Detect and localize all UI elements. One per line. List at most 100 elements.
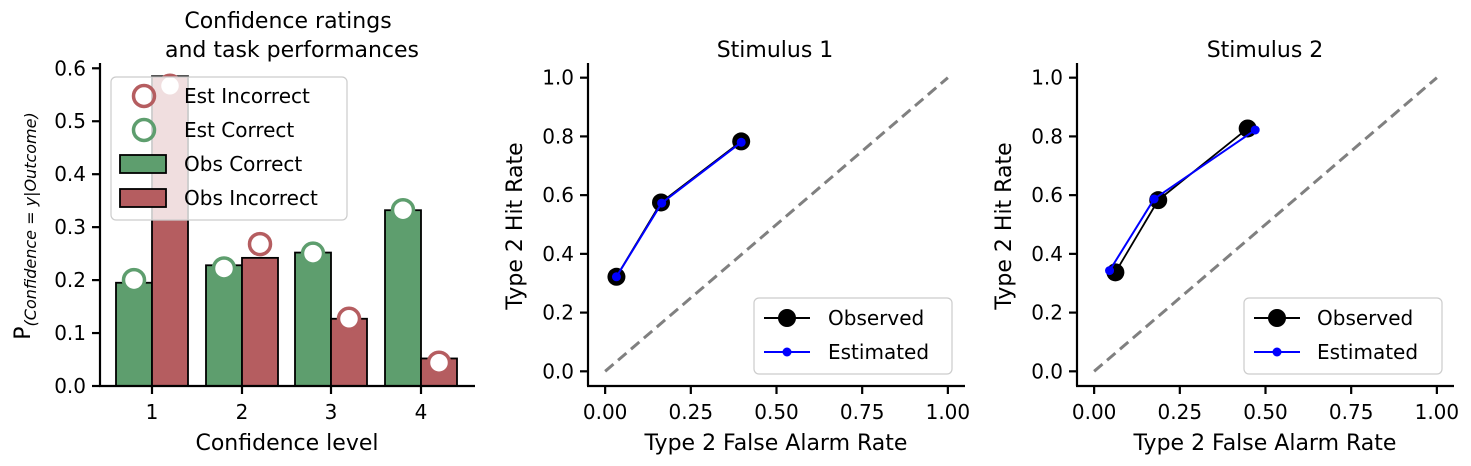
y-tick-label: 0.3 (54, 215, 86, 239)
series-line-estimated (1108, 129, 1256, 272)
legend-marker-estimated (1272, 347, 1282, 357)
x-tick-label: 2 (236, 400, 249, 424)
legend-marker-observed (1268, 309, 1286, 327)
legend-label-est-correct: Est Correct (184, 118, 294, 142)
y-tick-label: 0.5 (54, 109, 86, 133)
y-axis-label-prefix: P (11, 326, 36, 339)
y-tick-label: 0.0 (54, 374, 86, 398)
legend-label-estimated: Estimated (828, 340, 929, 364)
marker-est-incorrect (336, 306, 362, 332)
legend: Observed Estimated (753, 297, 953, 375)
y-tick-label: 0.4 (54, 162, 86, 186)
chart-title: Stimulus 2 (1207, 38, 1324, 63)
series-group (1105, 119, 1260, 282)
y-tick-label: 0.6 (1031, 183, 1063, 207)
legend-label-obs-correct: Obs Correct (184, 152, 302, 176)
chance-diagonal (604, 76, 949, 373)
point-estimated (611, 272, 621, 282)
x-tick-label: 0.25 (1158, 400, 1203, 424)
y-tick-label: 0.8 (542, 124, 574, 148)
x-tick-label: 0.50 (754, 400, 799, 424)
x-tick-label: 0.50 (1243, 400, 1288, 424)
stimulus2-roc-chart: Stimulus 2 0.00.20.40.60.81.0 0.00 0.25 0.… (992, 38, 1459, 456)
legend-frame (110, 76, 348, 221)
y-axis-label-subscript: (Confidence = y|Outcome) (21, 112, 40, 326)
y-tick-label: 0.4 (1031, 242, 1063, 266)
point-estimated (657, 198, 667, 208)
legend-swatch-obs-incorrect (119, 188, 167, 208)
x-tick-label: 4 (415, 400, 428, 424)
y-tick-label: 0.2 (542, 301, 574, 325)
chart-title-line1: Confidence ratings (184, 9, 391, 34)
legend-label-observed: Observed (828, 306, 924, 330)
y-tick-label: 1.0 (542, 66, 574, 90)
marker-est-correct (121, 267, 147, 293)
bar-obs-correct (205, 264, 243, 387)
y-ticks: 0.0 0.1 0.2 0.3 0.4 0.5 0.6 (54, 56, 100, 398)
point-estimated (1149, 194, 1159, 204)
x-axis-label: Type 2 False Alarm Rate (1133, 431, 1397, 456)
legend-label-est-incorrect: Est Incorrect (184, 84, 310, 108)
marker-est-correct (300, 241, 326, 266)
legend-marker-estimated (782, 347, 792, 357)
series-line-observed (615, 140, 742, 278)
marker-group (121, 73, 452, 375)
bar-obs-correct (294, 251, 332, 387)
x-axis-label: Confidence level (195, 431, 378, 456)
legend: Est Incorrect Est Correct Obs Correct Ob… (110, 76, 348, 221)
marker-est-correct (390, 197, 416, 223)
y-tick-label: 0.4 (542, 242, 574, 266)
bar-obs-incorrect (241, 256, 279, 387)
x-tick-label: 1 (146, 400, 159, 424)
marker-est-correct (211, 256, 237, 281)
y-tick-label: 0.0 (1031, 359, 1063, 383)
x-ticks: 0.00 0.25 0.50 0.75 1.00 (1072, 386, 1459, 424)
y-tick-label: 0.8 (1031, 124, 1063, 148)
x-ticks: 1 2 3 4 (146, 386, 428, 424)
legend-label-obs-incorrect: Obs Incorrect (184, 186, 318, 210)
y-axis-label: P(Confidence = y|Outcome) (11, 112, 40, 339)
legend-label-estimated: Estimated (1317, 340, 1418, 364)
y-tick-label: 0.0 (542, 359, 574, 383)
legend-marker-est-incorrect (131, 83, 157, 109)
stimulus1-roc-chart: Stimulus 1 0.00.20.40.60.81.0 0.00 0.25 0.… (503, 38, 970, 456)
x-tick-label: 1.00 (1415, 400, 1460, 424)
x-tick-label: 0.25 (669, 400, 714, 424)
legend-marker-observed (778, 309, 796, 327)
legend-label-observed: Observed (1317, 306, 1413, 330)
x-tick-label: 0.00 (1072, 400, 1117, 424)
bar-obs-correct (384, 209, 422, 387)
x-tick-label: 0.00 (583, 400, 628, 424)
series-group (607, 132, 751, 286)
y-tick-label: 0.6 (54, 56, 86, 80)
legend: Observed Estimated (1243, 297, 1443, 375)
y-tick-label: 1.0 (1031, 66, 1063, 90)
marker-est-incorrect (426, 350, 452, 375)
y-ticks: 0.0 0.2 0.4 0.6 0.8 1.0 (1031, 66, 1077, 383)
series-line-estimated (615, 141, 742, 278)
x-tick-label: 1.00 (926, 400, 971, 424)
chart-title: Stimulus 1 (717, 38, 834, 63)
y-axis-label: Type 2 Hit Rate (503, 142, 528, 310)
series-line-observed (1114, 127, 1249, 273)
y-tick-label: 0.1 (54, 321, 86, 345)
point-estimated (1250, 125, 1260, 135)
point-estimated (736, 137, 746, 147)
x-tick-label: 0.75 (1329, 400, 1374, 424)
x-ticks: 0.00 0.25 0.50 0.75 1.00 (583, 386, 970, 424)
confidence-bar-chart: Confidence ratings and task performances… (11, 9, 475, 456)
point-estimated (1105, 266, 1115, 276)
y-tick-label: 0.6 (542, 183, 574, 207)
chance-diagonal (1093, 76, 1438, 373)
y-tick-label: 0.2 (54, 268, 86, 292)
x-tick-label: 3 (325, 400, 338, 424)
marker-est-incorrect (247, 231, 273, 257)
y-ticks: 0.0 0.2 0.4 0.6 0.8 1.0 (542, 66, 588, 383)
y-axis-label: Type 2 Hit Rate (992, 142, 1017, 310)
legend-swatch-obs-correct (119, 154, 167, 174)
legend-marker-est-correct (131, 117, 157, 143)
chart-title-line2: and task performances (165, 38, 419, 63)
x-tick-label: 0.75 (840, 400, 885, 424)
y-tick-label: 0.2 (1031, 301, 1063, 325)
